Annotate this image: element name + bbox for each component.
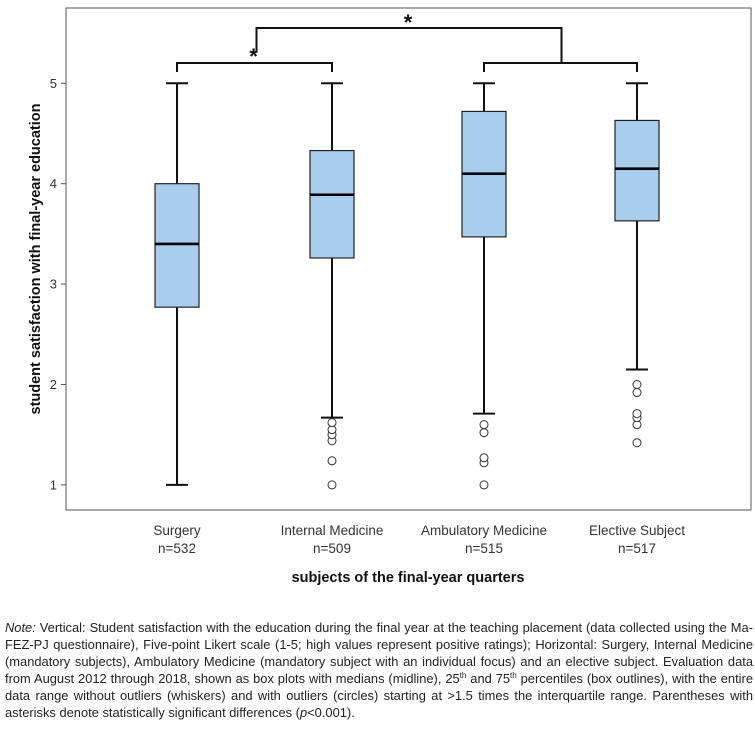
x-category-n-label: n=509 bbox=[313, 541, 351, 556]
y-tick-label: 2 bbox=[50, 377, 57, 392]
outlier-point bbox=[632, 388, 642, 398]
x-category-n-label: n=517 bbox=[618, 541, 656, 556]
y-tick-label: 5 bbox=[50, 76, 57, 91]
interquartile-box bbox=[154, 183, 200, 308]
significance-asterisk: * bbox=[249, 44, 258, 69]
x-category-label: Surgery bbox=[153, 523, 201, 538]
box-internal-medicine bbox=[309, 82, 355, 490]
outlier-point bbox=[632, 438, 642, 448]
caption-superscript-2: th bbox=[510, 671, 517, 680]
y-tick-label: 1 bbox=[50, 477, 57, 492]
y-tick-label: 4 bbox=[50, 176, 57, 191]
caption-superscript-1: th bbox=[459, 671, 467, 680]
caption-text-2: and 75 bbox=[466, 671, 511, 686]
x-axis-category-labels: Surgery n=532 Internal Medicine n=509 Ambula… bbox=[153, 523, 685, 556]
caption-text-4: <0.001). bbox=[307, 705, 355, 720]
y-axis: 1 2 3 4 5 bbox=[50, 76, 66, 492]
significance-bracket: * bbox=[176, 44, 333, 72]
x-category-label: Ambulatory Medicine bbox=[421, 523, 547, 538]
caption-note-label: Note: bbox=[5, 620, 36, 635]
x-category-n-label: n=515 bbox=[465, 541, 503, 556]
significance-asterisk: * bbox=[404, 10, 413, 35]
box-series bbox=[154, 82, 660, 490]
x-axis-title: subjects of the final-year quarters bbox=[292, 570, 525, 586]
x-category-label: Elective Subject bbox=[589, 523, 685, 538]
outlier-point bbox=[479, 480, 489, 490]
significance-brackets: ** bbox=[176, 10, 638, 72]
outlier-point bbox=[632, 409, 642, 419]
caption-text-3: percentiles (box outlines), with the ent… bbox=[5, 671, 753, 720]
outlier-point bbox=[479, 453, 489, 463]
figure-caption: Note: Vertical: Student satisfaction wit… bbox=[5, 619, 753, 721]
outlier-point bbox=[479, 420, 489, 430]
outlier-point bbox=[479, 428, 489, 438]
box-elective-subject bbox=[614, 82, 660, 448]
x-category-n-label: n=532 bbox=[158, 541, 196, 556]
outlier-point bbox=[327, 418, 337, 428]
y-axis-title: student satisfaction with final-year edu… bbox=[28, 104, 44, 415]
y-tick-label: 3 bbox=[50, 277, 57, 292]
box-surgery bbox=[154, 82, 200, 486]
interquartile-box bbox=[614, 119, 660, 222]
caption-text-1: Vertical: Student satisfaction with the … bbox=[5, 620, 753, 686]
outlier-point bbox=[327, 456, 337, 466]
significance-bracket: * bbox=[255, 10, 638, 72]
box-ambulatory-medicine bbox=[461, 82, 507, 490]
interquartile-box bbox=[309, 149, 355, 259]
bracket-line bbox=[176, 62, 333, 72]
x-category-label: Internal Medicine bbox=[281, 523, 384, 538]
outlier-point bbox=[632, 380, 642, 389]
outlier-point bbox=[327, 480, 337, 490]
caption-p-symbol: p bbox=[299, 705, 308, 720]
bracket-line bbox=[255, 27, 563, 63]
